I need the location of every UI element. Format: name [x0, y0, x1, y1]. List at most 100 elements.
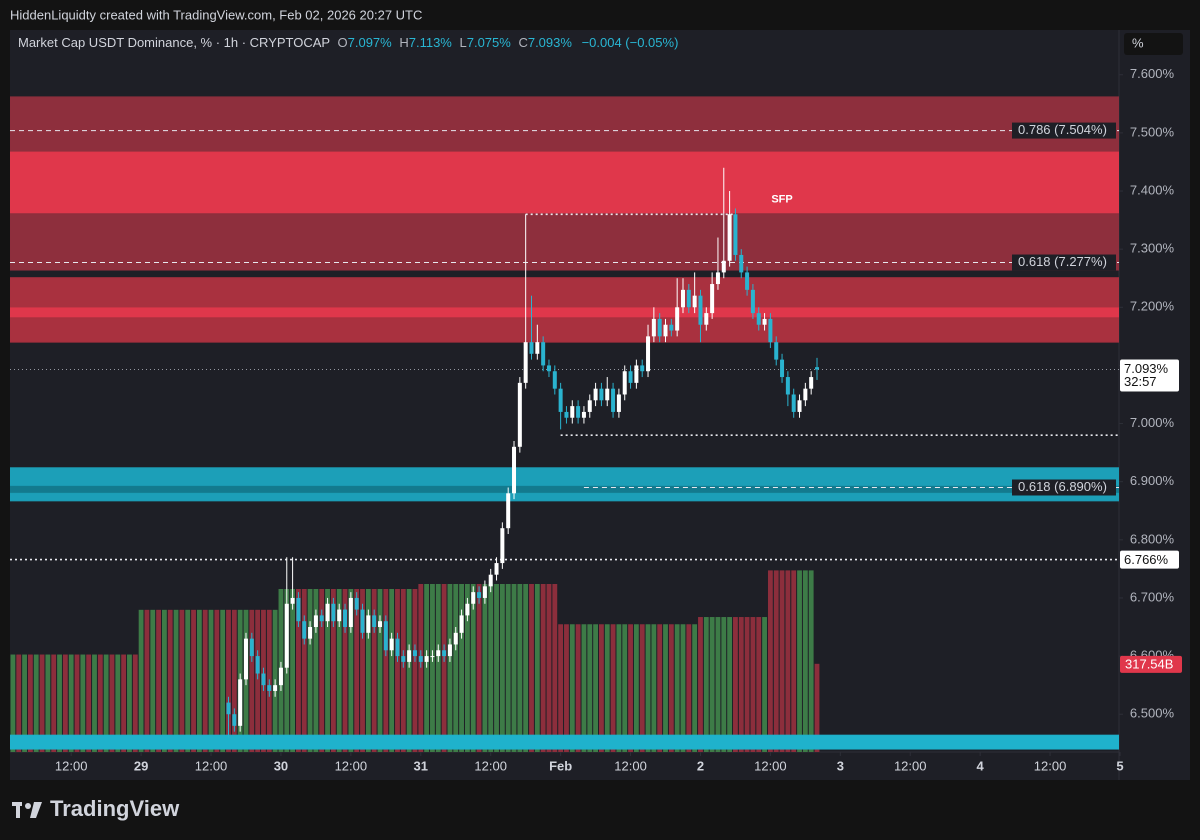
y-tick-label: 6.700% [1130, 589, 1175, 604]
candle-body [389, 638, 394, 651]
volume-tag-label: 317.54B [1125, 656, 1173, 671]
candle-body [343, 609, 348, 628]
volume-bar [319, 588, 325, 752]
candle-body [535, 342, 540, 354]
volume-bar [773, 570, 779, 752]
scale-button[interactable] [1124, 33, 1183, 55]
volume-bar [744, 617, 750, 752]
volume-bar [342, 588, 348, 752]
volume-bar [80, 654, 86, 752]
volume-bar [45, 654, 51, 752]
candle-body [424, 656, 429, 662]
logo-icon [25, 803, 31, 809]
volume-bar [208, 609, 214, 752]
volume-bar [663, 624, 668, 752]
candle-body [750, 289, 755, 314]
candle-body [564, 411, 569, 418]
candle-body [739, 254, 744, 273]
volume-bar [785, 570, 791, 752]
candle-body [506, 493, 511, 529]
y-tick-label: 6.500% [1130, 706, 1175, 721]
volume-bar [750, 617, 756, 752]
volume-bar [290, 588, 296, 752]
volume-bar [511, 583, 517, 752]
volume-bar [150, 609, 156, 752]
scale-button-label[interactable]: % [1132, 35, 1144, 50]
y-tick-label: 6.900% [1130, 473, 1175, 488]
level-label-bg [1012, 254, 1116, 271]
candle-body [354, 597, 359, 610]
volume-bar [51, 654, 57, 752]
candle-body [459, 615, 464, 633]
volume-bar [191, 609, 196, 752]
x-tick-label: 30 [274, 758, 288, 773]
candle-body [383, 621, 388, 651]
candle-body [302, 621, 307, 639]
x-tick-label: 12:00 [754, 758, 787, 773]
zone [10, 467, 1119, 487]
candle-body [657, 318, 662, 337]
legend-letter: O [338, 35, 348, 50]
candle-body [442, 650, 447, 657]
legend-value: 7.113% [409, 35, 453, 50]
volume-bar [307, 588, 313, 752]
volume-bar [581, 624, 587, 752]
candle-body [558, 388, 563, 412]
candle-body [517, 382, 522, 447]
y-tick-label: 7.600% [1130, 66, 1175, 81]
volume-bar [330, 588, 336, 752]
volume-bar [721, 617, 727, 752]
volume-bar [797, 570, 802, 752]
candle-body [284, 603, 289, 668]
volume-bar [645, 624, 651, 752]
candle-body [313, 615, 318, 628]
legend-letter: H [399, 35, 408, 50]
candle-body [372, 615, 377, 628]
volume-bar [161, 609, 167, 752]
volume-bar [552, 583, 558, 752]
volume-bar [447, 583, 453, 752]
candle-body [360, 609, 365, 633]
volume-bar [167, 609, 173, 752]
candle-body [599, 388, 604, 401]
candle-body [640, 365, 645, 372]
candle-body [570, 406, 575, 418]
volume-bar [733, 617, 738, 752]
volume-bar [698, 617, 703, 752]
candle-body [756, 313, 761, 325]
volume-bar [336, 588, 342, 752]
candle-body [809, 377, 814, 389]
candle-body [395, 638, 400, 657]
price-tag-label: 7.093% [1124, 361, 1169, 376]
volume-bar [231, 609, 237, 752]
volume-bar [255, 609, 261, 752]
volume-bar [488, 583, 494, 752]
volume-bar [127, 654, 132, 752]
volume-bar [808, 570, 814, 752]
candle-body [529, 342, 534, 354]
volume-bar [802, 570, 808, 752]
logo: TradingView [12, 796, 180, 821]
candle-body [715, 272, 720, 285]
volume-bar [633, 624, 639, 752]
candle-body [611, 388, 616, 412]
logo-icon [16, 802, 20, 818]
candle-body [768, 318, 773, 343]
legend-letter: L [460, 35, 467, 50]
candle-body [290, 597, 295, 604]
volume-bar [371, 588, 377, 752]
legend-letter: C [518, 35, 527, 50]
volume-bar [430, 583, 435, 752]
candle-body [797, 400, 802, 412]
zone [10, 307, 1119, 319]
candle-body [261, 673, 266, 686]
candle-body [692, 295, 697, 308]
candle-body [762, 318, 767, 325]
candle-body [698, 295, 703, 325]
attribution: HiddenLiquidty created with TradingView.… [10, 7, 422, 22]
legend-value: 7.075% [467, 35, 512, 50]
volume-bar [715, 617, 721, 752]
volume-bar [587, 624, 593, 752]
candle-body [541, 342, 546, 366]
